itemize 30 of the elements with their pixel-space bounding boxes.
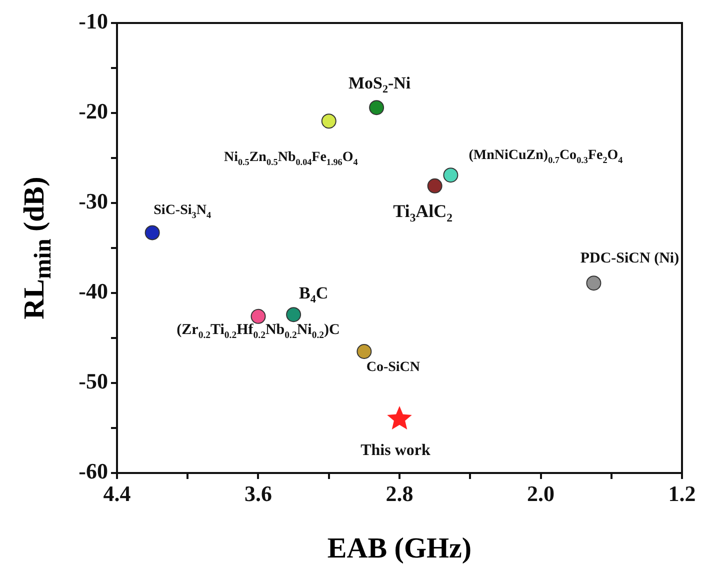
series-label: B$_{4}$C [298,282,328,306]
text: Ni$_{0.5}$Zn$_{0.5}$Nb$_{0.04}$Fe$_{1.96}$O$_{4}$ [224,150,358,167]
series-label: PDC-SiCN (Ni) [580,250,680,267]
x-tick-label: 3.6 [244,480,272,506]
point [250,308,266,324]
point [321,114,336,129]
point [427,178,442,194]
series-label: This work [360,442,430,459]
point [144,225,160,240]
x-tick-label: 2.8 [386,480,414,506]
x-tick-label: 2.0 [527,480,554,506]
point [356,344,372,359]
y-tick-label: -10 [78,8,108,34]
text: (Zr$_{0.2}$Ti$_{0.2}$Hf$_{0.2}$Nb$_{0.2}$Ni$_{0.2}$)C [176,322,340,342]
series-label: MoS$_{2}$-Ni [348,72,411,96]
y-tick-label: -50 [78,368,108,394]
x-tick-label: 1.2 [668,480,696,506]
series-label: Ti$_{3}$AlC$_{2}$ [393,200,452,224]
series-label: (MnNiCuZn)$_{0.7}$Co$_{0.3}$Fe$_{2}$O$_{4}$ [468,148,623,166]
point [443,168,458,183]
y-tick-label: -30 [78,188,108,214]
x-axis-title: EAB (GHz) [327,532,472,564]
point [286,307,302,322]
point [387,406,412,430]
y-tick-label: -20 [78,98,108,124]
y-tick-label: -40 [78,278,108,304]
point [369,100,384,116]
series-label: SiC-Si$_{3}$N$_{4}$ [154,202,211,220]
series-label: Co-SiCN [366,360,420,374]
point [586,276,602,291]
